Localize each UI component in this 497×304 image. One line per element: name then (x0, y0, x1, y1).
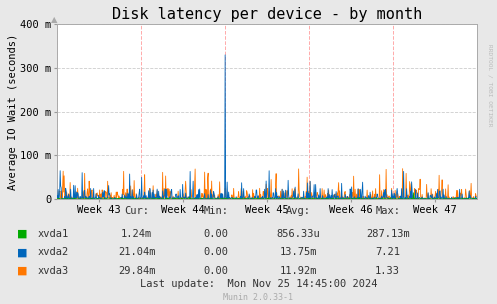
Text: Last update:  Mon Nov 25 14:45:00 2024: Last update: Mon Nov 25 14:45:00 2024 (140, 279, 377, 289)
Text: ■: ■ (17, 229, 28, 239)
Text: xvda3: xvda3 (37, 266, 69, 275)
Text: ■: ■ (17, 266, 28, 275)
Text: 0.00: 0.00 (204, 247, 229, 257)
Text: 0.00: 0.00 (204, 229, 229, 239)
Text: 1.24m: 1.24m (121, 229, 152, 239)
Text: Min:: Min: (204, 206, 229, 216)
Text: 29.84m: 29.84m (118, 266, 156, 275)
Text: 0.00: 0.00 (204, 266, 229, 275)
Text: Munin 2.0.33-1: Munin 2.0.33-1 (224, 293, 293, 302)
Text: Cur:: Cur: (124, 206, 149, 216)
Text: Max:: Max: (375, 206, 400, 216)
Text: xvda1: xvda1 (37, 229, 69, 239)
Text: 1.33: 1.33 (375, 266, 400, 275)
Text: ■: ■ (17, 247, 28, 257)
Text: RRDTOOL / TOBI OETIKER: RRDTOOL / TOBI OETIKER (487, 44, 492, 126)
Text: 856.33u: 856.33u (276, 229, 320, 239)
Title: Disk latency per device - by month: Disk latency per device - by month (112, 7, 422, 22)
Text: Avg:: Avg: (286, 206, 311, 216)
Text: 7.21: 7.21 (375, 247, 400, 257)
Y-axis label: Average IO Wait (seconds): Average IO Wait (seconds) (7, 34, 17, 190)
Text: ▲: ▲ (51, 15, 57, 24)
Text: 287.13m: 287.13m (366, 229, 410, 239)
Text: 21.04m: 21.04m (118, 247, 156, 257)
Text: xvda2: xvda2 (37, 247, 69, 257)
Text: 13.75m: 13.75m (279, 247, 317, 257)
Text: 11.92m: 11.92m (279, 266, 317, 275)
